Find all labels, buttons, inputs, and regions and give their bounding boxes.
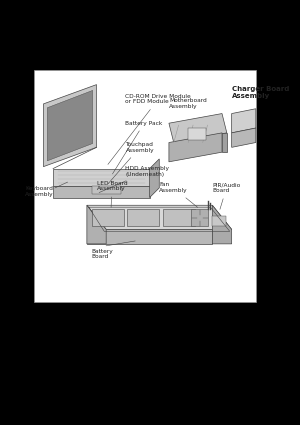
Bar [92,186,121,194]
Text: Keyboard
Assembly: Keyboard Assembly [25,186,53,197]
Bar [212,216,226,226]
Bar [191,209,208,227]
Polygon shape [87,205,106,244]
Text: Motherboard
Assembly: Motherboard Assembly [169,98,207,109]
Text: Battery
Board: Battery Board [92,249,113,260]
Text: Battery Pack: Battery Pack [112,121,163,174]
Bar [163,209,195,227]
Text: Fan
Assembly: Fan Assembly [159,182,198,207]
Text: Touchpad
Assembly: Touchpad Assembly [108,142,154,184]
Text: CD-ROM Drive Module
or FDD Module: CD-ROM Drive Module or FDD Module [108,94,191,164]
Polygon shape [150,159,159,198]
Polygon shape [222,133,227,152]
Bar [92,209,124,227]
Polygon shape [87,205,232,230]
Polygon shape [232,109,256,133]
Polygon shape [53,186,150,198]
Text: Charger Board
Assembly: Charger Board Assembly [232,86,289,99]
Bar [188,128,206,140]
Polygon shape [47,91,93,161]
Polygon shape [212,205,232,244]
Text: HDD Assembly
(Underneath): HDD Assembly (Underneath) [99,166,170,193]
Polygon shape [169,113,227,142]
Polygon shape [53,169,150,186]
Text: LED Board
Assembly: LED Board Assembly [97,181,127,207]
Bar [128,209,159,227]
Polygon shape [232,128,256,147]
Bar [34,70,256,302]
Polygon shape [44,85,97,167]
Text: PIR/Audio
Board: PIR/Audio Board [212,182,241,210]
Polygon shape [169,133,222,162]
Polygon shape [87,230,212,244]
